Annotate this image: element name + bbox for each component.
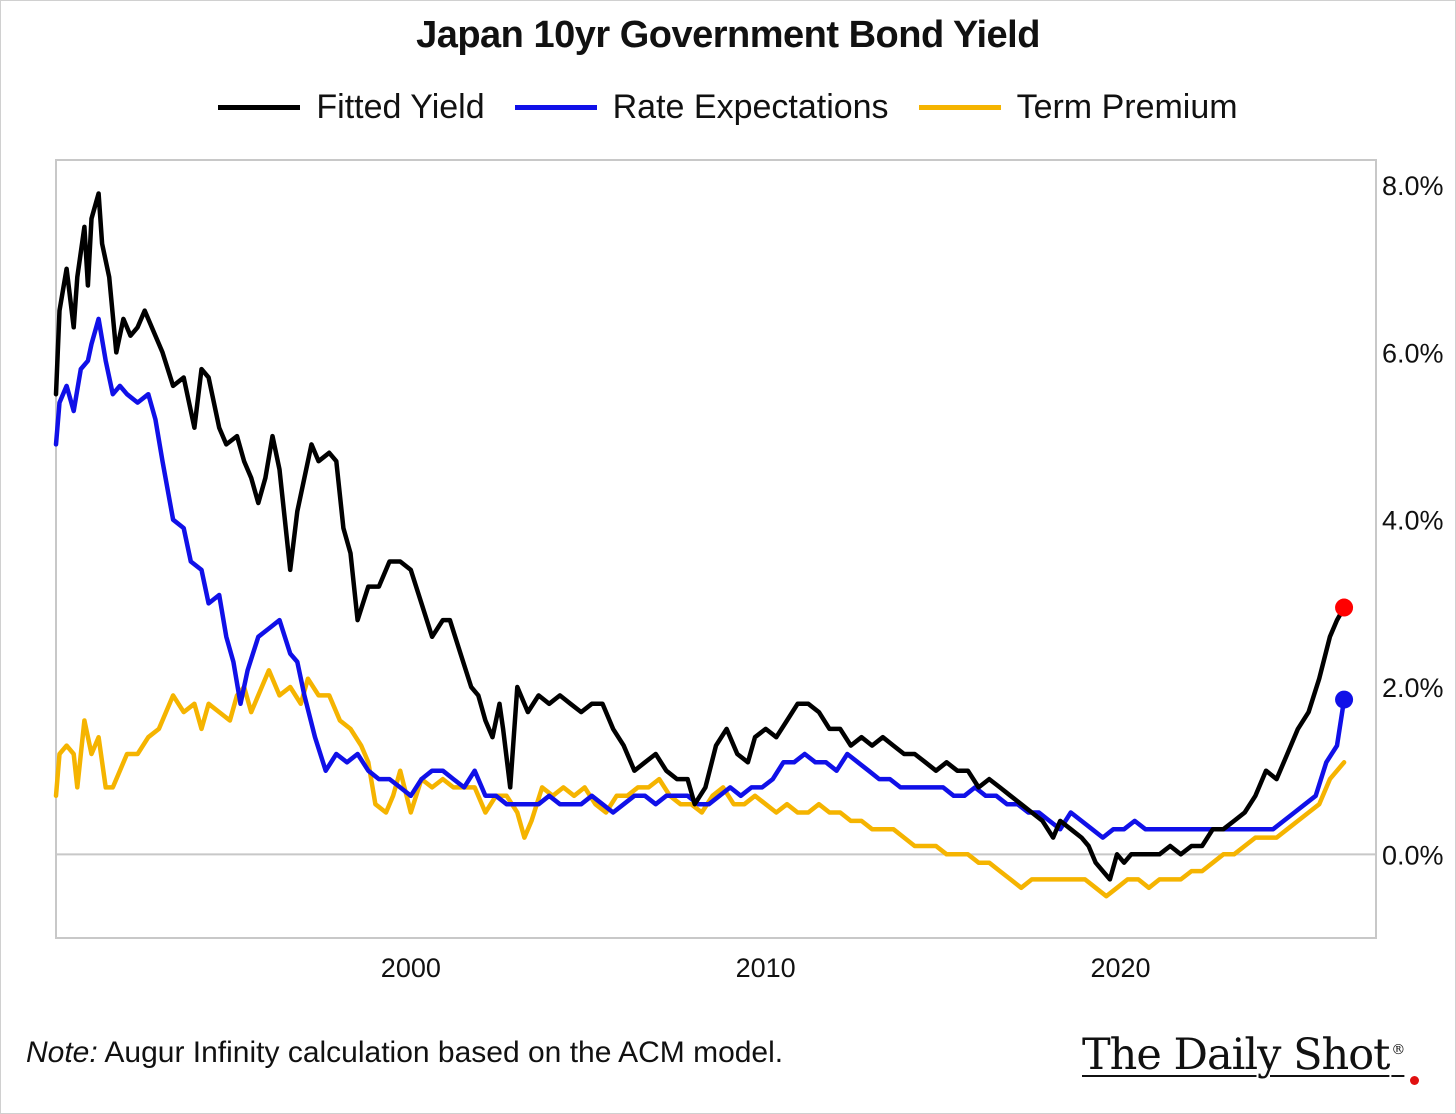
- legend-label-fitted-yield: Fitted Yield: [316, 88, 485, 126]
- chart-title: Japan 10yr Government Bond Yield: [416, 14, 1040, 56]
- legend-swatch-fitted-yield: [218, 105, 301, 110]
- y-tick-label: 0.0%: [1382, 840, 1444, 870]
- series-end-marker-rate-expectations: [1335, 690, 1354, 709]
- x-tick-labels: 2000 2010 2020: [381, 953, 1151, 983]
- series-line-rate-expectations: [53, 316, 1347, 840]
- footnote-label: Note:: [26, 1036, 98, 1069]
- y-tick-labels: 0.0% 2.0% 4.0% 6.0% 8.0%: [1382, 171, 1444, 870]
- legend-label-term-premium: Term Premium: [1016, 88, 1238, 126]
- series-group: [53, 191, 1347, 899]
- brand-dot-icon: [1410, 1076, 1419, 1085]
- plot-area-border: [55, 159, 1377, 939]
- legend-item-fitted-yield: Fitted Yield: [218, 88, 485, 127]
- legend-swatch-rate-expectations: [514, 105, 597, 110]
- x-tick-label: 2000: [381, 953, 441, 983]
- y-tick-label: 8.0%: [1382, 171, 1444, 201]
- footnote-text: Augur Infinity calculation based on the …: [97, 1036, 784, 1069]
- line-chart: 0.0% 2.0% 4.0% 6.0% 8.0% 2000 2010 2020: [53, 159, 1444, 983]
- brand-registered-mark: ®: [1391, 1041, 1405, 1058]
- legend-swatch-term-premium: [918, 105, 1001, 110]
- legend-item-term-premium: Term Premium: [918, 88, 1238, 127]
- marker-group: [1335, 598, 1354, 709]
- series-end-marker-fitted-yield: [1335, 598, 1354, 617]
- y-tick-label: 4.0%: [1382, 506, 1444, 536]
- x-tick-label: 2020: [1090, 953, 1150, 983]
- footnote: Note: Augur Infinity calculation based o…: [26, 1036, 783, 1070]
- brand-logo: The Daily Shot ®: [1082, 1030, 1405, 1080]
- x-tick-label: 2010: [736, 953, 796, 983]
- y-tick-label: 6.0%: [1382, 338, 1444, 368]
- series-line-term-premium: [53, 668, 1347, 899]
- y-tick-label: 2.0%: [1382, 673, 1444, 703]
- series-line-fitted-yield: [53, 191, 1347, 882]
- legend-item-rate-expectations: Rate Expectations: [514, 88, 889, 127]
- chart-legend: Fitted Yield Rate Expectations Term Prem…: [0, 88, 1456, 127]
- brand-logo-text: The Daily Shot: [1082, 1030, 1390, 1080]
- legend-label-rate-expectations: Rate Expectations: [612, 88, 889, 126]
